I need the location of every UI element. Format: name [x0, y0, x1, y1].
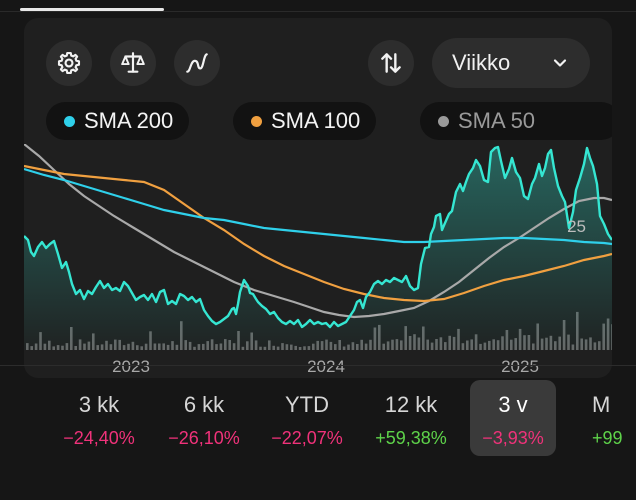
- legend-chip-sma100[interactable]: SMA 100: [233, 102, 377, 140]
- period-change: +99: [592, 428, 623, 448]
- period-change: −3,93%: [482, 428, 544, 448]
- period-12kk[interactable]: 12 kk +59,38%: [368, 380, 454, 456]
- sma100-color-dot: [251, 115, 262, 127]
- sma50-color-dot: [438, 115, 449, 127]
- interval-dropdown[interactable]: Viikko: [432, 38, 590, 88]
- legend-label-sma50: SMA 50: [458, 108, 536, 133]
- sma200-color-dot: [64, 115, 75, 127]
- last-value-label: 25: [567, 217, 586, 236]
- swap-icon: [381, 53, 401, 73]
- section-divider: [0, 365, 636, 366]
- period-3v[interactable]: 3 v −3,93%: [470, 380, 556, 456]
- top-divider: [0, 11, 636, 12]
- period-label: 12 kk: [384, 392, 438, 417]
- period-change: −24,40%: [63, 428, 135, 448]
- settings-button[interactable]: [46, 40, 92, 86]
- tab-indicator: [20, 8, 164, 11]
- period-label: 3 v: [498, 392, 528, 417]
- legend-label-sma100: SMA 100: [271, 108, 361, 133]
- curve-icon: [186, 53, 208, 73]
- legend-chip-sma200[interactable]: SMA 200: [46, 102, 190, 140]
- period-change: −22,07%: [271, 428, 343, 448]
- chevron-down-icon: [553, 59, 567, 67]
- gear-icon: [57, 51, 81, 75]
- scale-icon: [121, 52, 145, 73]
- x-tick-label: 2025: [501, 357, 539, 376]
- period-6kk[interactable]: 6 kk −26,10%: [161, 380, 247, 456]
- price-line: [24, 145, 612, 329]
- compare-button[interactable]: [110, 40, 156, 86]
- chart-style-button[interactable]: [174, 40, 220, 86]
- interval-dropdown-label: Viikko: [452, 50, 511, 75]
- chart-card: Viikko SMA 200 SMA 100 SMA 50: [24, 18, 612, 378]
- sma100-line: [24, 164, 612, 303]
- period-label: M: [592, 392, 611, 417]
- swap-button[interactable]: [368, 40, 414, 86]
- period-selector: 3 kk −24,40% 6 kk −26,10% YTD −22,07% 12…: [0, 366, 636, 500]
- period-label: 3 kk: [78, 392, 120, 417]
- period-label: YTD: [285, 392, 329, 417]
- legend-chip-sma50[interactable]: SMA 50: [420, 102, 612, 140]
- x-tick-label: 2023: [112, 357, 150, 376]
- sma50-line: [24, 144, 612, 319]
- sma200-line: [24, 167, 612, 246]
- period-3kk[interactable]: 3 kk −24,40%: [56, 380, 142, 456]
- period-change: −26,10%: [168, 428, 240, 448]
- period-change: +59,38%: [375, 428, 447, 448]
- legend-label-sma200: SMA 200: [84, 108, 174, 133]
- period-ytd[interactable]: YTD −22,07%: [264, 380, 350, 456]
- period-label: 6 kk: [183, 392, 225, 417]
- x-tick-label: 2024: [307, 357, 345, 376]
- price-chart[interactable]: 25 2023 2024 2025: [24, 144, 612, 378]
- period-max[interactable]: M +99: [572, 380, 636, 456]
- price-area: [24, 147, 612, 350]
